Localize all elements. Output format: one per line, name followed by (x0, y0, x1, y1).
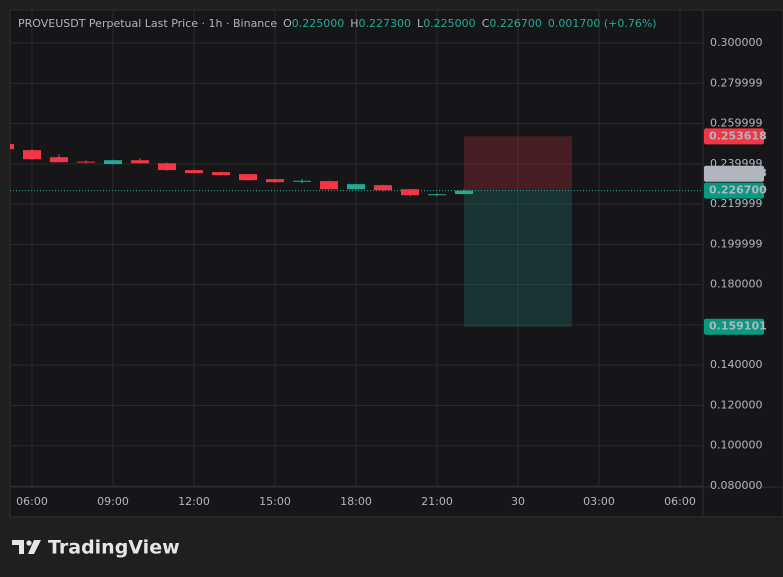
candle-body (320, 181, 339, 190)
stop-zone (463, 136, 572, 190)
target-zone (463, 189, 572, 327)
candle-body (347, 184, 366, 190)
header: PROVEUSDT Perpetual Last Price · 1h · Bi… (18, 17, 657, 30)
y-tick-label: 0.199999 (710, 237, 763, 250)
ohlc-value: 0.225000 (423, 17, 476, 30)
candle-body (23, 150, 42, 160)
last-price-label: 0.226700 (709, 184, 767, 197)
candle-body (77, 161, 96, 163)
stop-label-bg (704, 128, 764, 145)
ohlc-key: C (482, 17, 490, 30)
candle-body (454, 190, 473, 195)
y-tick-label: 0.080000 (710, 479, 763, 492)
x-tick-label: 09:00 (97, 495, 129, 508)
y-tick-label: 0.219999 (710, 197, 763, 210)
change: 0.001700 (+0.76%) (548, 17, 657, 30)
y-tick-label: 0.300000 (710, 36, 763, 49)
last-price-label-bg (704, 182, 764, 199)
y-tick-label: 0.140000 (710, 358, 763, 371)
candle-body (293, 180, 312, 182)
candle-body (185, 170, 204, 174)
ohlc-key: O (283, 17, 292, 30)
y-tick-label: 0.180000 (710, 278, 763, 291)
candle-body (212, 172, 231, 176)
brand-logo (12, 540, 41, 554)
x-tick-label: 30 (511, 495, 525, 508)
x-tick-label: 21:00 (421, 495, 453, 508)
candle-body (427, 194, 446, 196)
ohlc-key: L (417, 17, 424, 30)
candle-body (374, 185, 393, 191)
header-title: PROVEUSDT Perpetual Last Price · 1h · Bi… (18, 17, 277, 30)
candle-body (104, 160, 123, 165)
x-tick-label: 06:00 (664, 495, 696, 508)
candle-body (400, 189, 419, 196)
candle-body (10, 144, 15, 150)
candle-body (50, 157, 69, 163)
ohlc-value: 0.226700 (489, 17, 542, 30)
x-tick-label: 15:00 (259, 495, 291, 508)
x-tick-label: 03:00 (583, 495, 615, 508)
candle-body (158, 163, 177, 171)
ohlc-value: 0.227300 (359, 17, 412, 30)
target-label: 0.159101 (709, 320, 767, 333)
x-tick-label: 06:00 (16, 495, 48, 508)
y-tick-label: 0.100000 (710, 439, 763, 452)
candle-body (131, 160, 150, 164)
ohlc-key: H (350, 17, 358, 30)
x-tick-label: 12:00 (178, 495, 210, 508)
entry-label-bg (704, 165, 764, 182)
stop-label: 0.253618 (709, 129, 767, 142)
target-label-bg (704, 318, 764, 335)
candle-body (266, 179, 285, 183)
ohlc-value: 0.225000 (292, 17, 345, 30)
entry-label: 0.227138 (709, 167, 767, 180)
y-tick-label: 0.279999 (710, 76, 763, 89)
chart-panel (9, 9, 783, 518)
brand-name: TradingView (48, 537, 180, 559)
y-tick-label: 0.259999 (710, 117, 763, 130)
candle-body (239, 174, 258, 181)
x-tick-label: 18:00 (340, 495, 372, 508)
y-tick-label: 0.120000 (710, 398, 763, 411)
